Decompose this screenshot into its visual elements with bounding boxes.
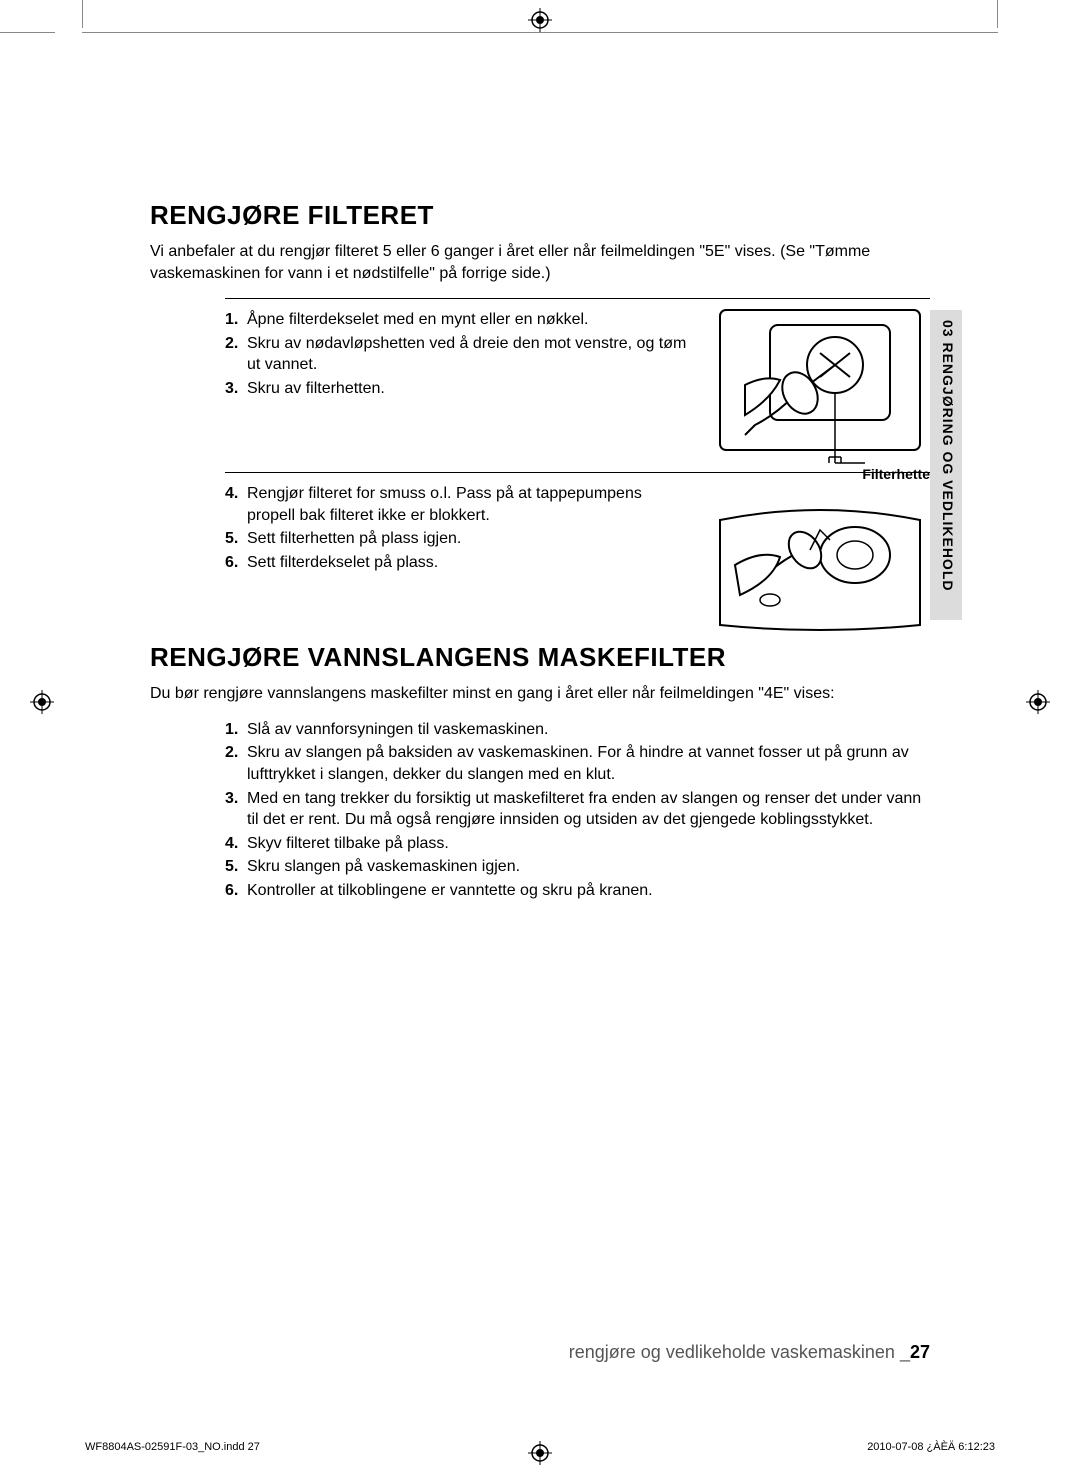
steps-block-a: 1.Åpne filterdekselet med en mynt eller … (225, 298, 930, 458)
registration-mark-icon (528, 8, 552, 32)
steps-block-b: 4.Rengjør filteret for smuss o.l. Pass p… (225, 472, 930, 602)
page-footer: rengjøre og vedlikeholde vaskemaskinen _… (569, 1342, 930, 1363)
page-content: RENGJØRE FILTERET Vi anbefaler at du ren… (150, 200, 930, 916)
print-file-name: WF8804AS-02591F-03_NO.indd 27 (85, 1441, 260, 1453)
crop-mark-tl-v (82, 0, 83, 28)
list-item: 1.Slå av vannforsyningen til vaskemaskin… (247, 719, 930, 741)
list-item: 1.Åpne filterdekselet med en mynt eller … (247, 309, 930, 331)
list-item: 4.Rengjør filteret for smuss o.l. Pass p… (247, 483, 930, 526)
footer-text: rengjøre og vedlikeholde vaskemaskinen _ (569, 1342, 910, 1362)
list-item: 3.Med en tang trekker du forsiktig ut ma… (247, 788, 930, 831)
section-intro: Du bør rengjøre vannslangens maskefilter… (150, 683, 930, 705)
list-item: 3.Skru av filterhetten. (247, 378, 930, 400)
crop-mark-tl (0, 32, 55, 33)
registration-mark-icon (30, 690, 54, 714)
print-timestamp: 2010-07-08 ¿ÀÈÄ 6:12:23 (867, 1441, 995, 1453)
section-heading: RENGJØRE VANNSLANGENS MASKEFILTER (150, 642, 930, 673)
list-item: 4.Skyv filteret tilbake på plass. (247, 833, 930, 855)
list-item: 6.Kontroller at tilkoblingene er vanntet… (247, 880, 930, 902)
registration-mark-icon (1026, 690, 1050, 714)
page-number: 27 (910, 1342, 930, 1362)
section-intro: Vi anbefaler at du rengjør filteret 5 el… (150, 241, 930, 284)
crop-mark-tr-v (997, 0, 998, 28)
list-item: 2.Skru av slangen på baksiden av vaskema… (247, 742, 930, 785)
print-footer: WF8804AS-02591F-03_NO.indd 27 2010-07-08… (85, 1441, 995, 1453)
steps-block-c: 1.Slå av vannforsyningen til vaskemaskin… (225, 719, 930, 902)
list-item: 5.Sett filterhetten på plass igjen. (247, 528, 930, 550)
page-top-rule (82, 32, 998, 33)
section-2: RENGJØRE VANNSLANGENS MASKEFILTER Du bør… (150, 642, 930, 901)
list-item: 6.Sett filterdekselet på plass. (247, 552, 930, 574)
section-heading: RENGJØRE FILTERET (150, 200, 930, 231)
section-tab-label: 03 RENGJØRING OG VEDLIKEHOLD (940, 320, 956, 591)
list-item: 2.Skru av nødavløpshetten ved å dreie de… (247, 333, 930, 376)
list-item: 5.Skru slangen på vaskemaskinen igjen. (247, 856, 930, 878)
